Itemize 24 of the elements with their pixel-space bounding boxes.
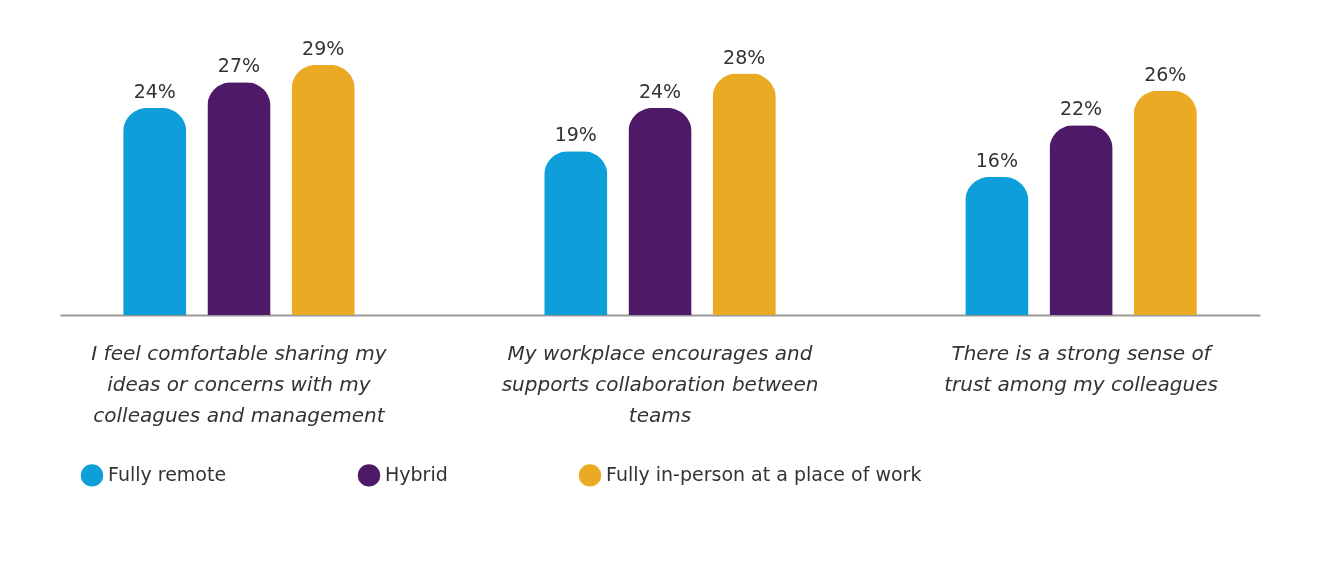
bar	[965, 177, 1029, 315]
bar	[1049, 125, 1113, 315]
data-label: 29%	[302, 37, 345, 59]
bar	[123, 108, 187, 315]
bar	[628, 108, 692, 315]
data-label: 22%	[1059, 97, 1103, 120]
x-tick-label: There is a strong sense of trust among my colleagues	[944, 340, 1218, 396]
legend-label: Hybrid	[385, 463, 448, 486]
bar	[1133, 90, 1197, 315]
bar	[291, 65, 355, 315]
data-label: 28%	[723, 45, 766, 68]
bar	[544, 151, 608, 315]
legend-label: Fully in-person at a place of work	[606, 463, 922, 486]
data-label: 27%	[217, 54, 261, 77]
bar	[712, 73, 776, 315]
data-label: 16%	[975, 149, 1018, 172]
data-label: 24%	[638, 80, 682, 103]
bar	[207, 82, 271, 315]
data-label: 26%	[1144, 62, 1187, 85]
data-label: 24%	[133, 80, 176, 103]
x-tick-label: I feel comfortable sharing my ideas or concerns with my colleagues and management	[91, 340, 388, 427]
data-label: 19%	[554, 123, 597, 146]
x-tick-label: My workplace encourages and supports collaboration between teams	[501, 340, 819, 427]
legend-label: Fully remote	[108, 463, 227, 486]
